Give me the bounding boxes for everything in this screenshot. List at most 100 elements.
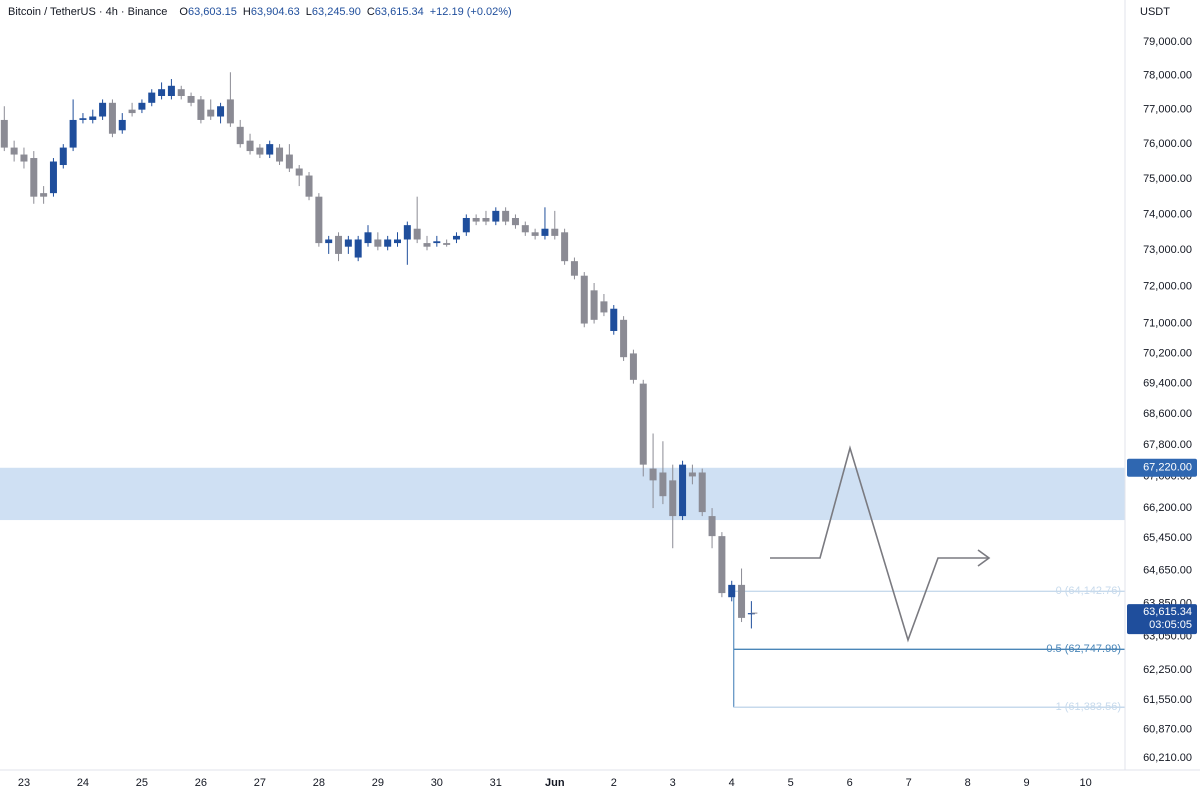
- x-tick-label: 28: [313, 777, 325, 789]
- candle-body: [521, 225, 529, 233]
- candle-body: [374, 239, 382, 247]
- candle-body: [620, 319, 628, 358]
- candle-body: [718, 536, 726, 594]
- candle-body: [738, 584, 746, 618]
- candle-body: [99, 102, 107, 117]
- x-tick-label: 7: [906, 777, 912, 789]
- candle-body: [600, 301, 608, 313]
- candle-body: [728, 584, 736, 598]
- candle-body: [472, 217, 480, 222]
- candle-body: [256, 147, 264, 155]
- candle-body: [679, 464, 687, 517]
- candle-body: [610, 308, 618, 331]
- x-tick-label: 10: [1079, 777, 1091, 789]
- candle-body: [236, 126, 244, 145]
- y-tick-label: 71,000.00: [1143, 317, 1192, 329]
- candle-body: [177, 89, 185, 96]
- candle-body: [49, 161, 57, 194]
- candle-body: [747, 613, 755, 615]
- candle-body: [423, 243, 431, 247]
- x-tick-label: 25: [136, 777, 148, 789]
- candle-body: [59, 147, 67, 166]
- candle-body: [79, 118, 87, 120]
- candle-body: [276, 147, 284, 162]
- y-tick-label: 62,250.00: [1143, 664, 1192, 676]
- candle-body: [462, 217, 470, 233]
- x-tick-label: 24: [77, 777, 89, 789]
- candle-body: [197, 99, 205, 120]
- candle-body: [20, 154, 28, 162]
- candle-body: [659, 472, 667, 497]
- x-tick-label: 4: [729, 777, 735, 789]
- countdown: 03:05:05: [1149, 619, 1192, 631]
- y-tick-label: 76,000.00: [1143, 138, 1192, 150]
- candle-body: [354, 239, 362, 258]
- y-tick-label: 78,000.00: [1143, 70, 1192, 82]
- candle-body: [226, 99, 234, 124]
- change: +12.19 (+0.02%): [430, 6, 512, 18]
- axis-layer: 79,000.00 78,000.00 77,000.00 76,000.00 75,0…: [18, 36, 1197, 789]
- candle-body: [452, 235, 460, 240]
- candle-body: [708, 516, 716, 537]
- projection-path: [770, 445, 988, 643]
- zone-price-label: 67,220.00: [1143, 462, 1192, 474]
- fib-label: 1 (61,383.56): [1056, 701, 1121, 713]
- candle-body: [167, 85, 175, 96]
- candle-body: [217, 106, 225, 117]
- ohlc-key: O: [179, 6, 188, 18]
- candle-body: [0, 119, 8, 148]
- y-tick-label: 60,870.00: [1143, 723, 1192, 735]
- y-tick-label: 79,000.00: [1143, 36, 1192, 48]
- y-tick-label: 73,000.00: [1143, 244, 1192, 256]
- ohlc-key: C: [367, 6, 375, 18]
- zone-price-box: [1127, 458, 1197, 477]
- candle-body: [246, 140, 254, 152]
- candle-body: [698, 472, 706, 513]
- x-tick-label: 26: [195, 777, 207, 789]
- ohlc-value: 63,615.34: [375, 6, 424, 18]
- y-tick-label: 70,200.00: [1143, 347, 1192, 359]
- y-tick-label: 69,400.00: [1143, 378, 1192, 390]
- candle-body: [285, 154, 293, 169]
- candle-body: [40, 193, 48, 197]
- candle-body: [482, 217, 490, 222]
- x-tick-label: 3: [670, 777, 676, 789]
- y-tick-label: 65,450.00: [1143, 532, 1192, 544]
- candle-body: [570, 261, 578, 276]
- y-tick-label: 68,600.00: [1143, 408, 1192, 420]
- x-tick-label: 29: [372, 777, 384, 789]
- fib-label: 0 (64,142.76): [1056, 585, 1121, 597]
- candle-body: [266, 144, 274, 155]
- candle-body: [10, 147, 18, 155]
- candle-body: [295, 168, 303, 176]
- candle-body: [118, 119, 126, 131]
- ohlc-key: L: [306, 6, 312, 18]
- zone-layer: 0 (64,142.76) 0.5 (62,747.99) 1 (61,383.56…: [0, 467, 1125, 713]
- candle-body: [89, 116, 97, 120]
- candle-body: [403, 225, 411, 240]
- candle-body: [394, 239, 401, 244]
- candle-layer: [0, 72, 755, 629]
- candle-body: [315, 196, 323, 244]
- y-tick-label: 64,650.00: [1143, 564, 1192, 576]
- candle-body: [325, 239, 333, 244]
- projection-arrowhead: [977, 549, 991, 567]
- y-tick-label: 67,800.00: [1143, 439, 1192, 451]
- candle-body: [502, 210, 510, 222]
- header-line: Bitcoin / TetherUS · 4h · Binance O63,603…: [8, 6, 512, 18]
- candle-body: [649, 468, 657, 481]
- candle-body: [511, 217, 519, 226]
- y-tick-label: 66,200.00: [1143, 502, 1192, 514]
- candle-body: [629, 353, 637, 380]
- x-tick-label: 6: [847, 777, 853, 789]
- candle-body: [443, 243, 451, 245]
- ohlc-key: H: [243, 6, 251, 18]
- x-tick-label: 23: [18, 777, 30, 789]
- x-tick-label: 8: [965, 777, 971, 789]
- candle-body: [531, 232, 539, 236]
- y-tick-label: 72,000.00: [1143, 281, 1192, 293]
- candle-body: [305, 175, 313, 197]
- candle-body: [128, 109, 136, 114]
